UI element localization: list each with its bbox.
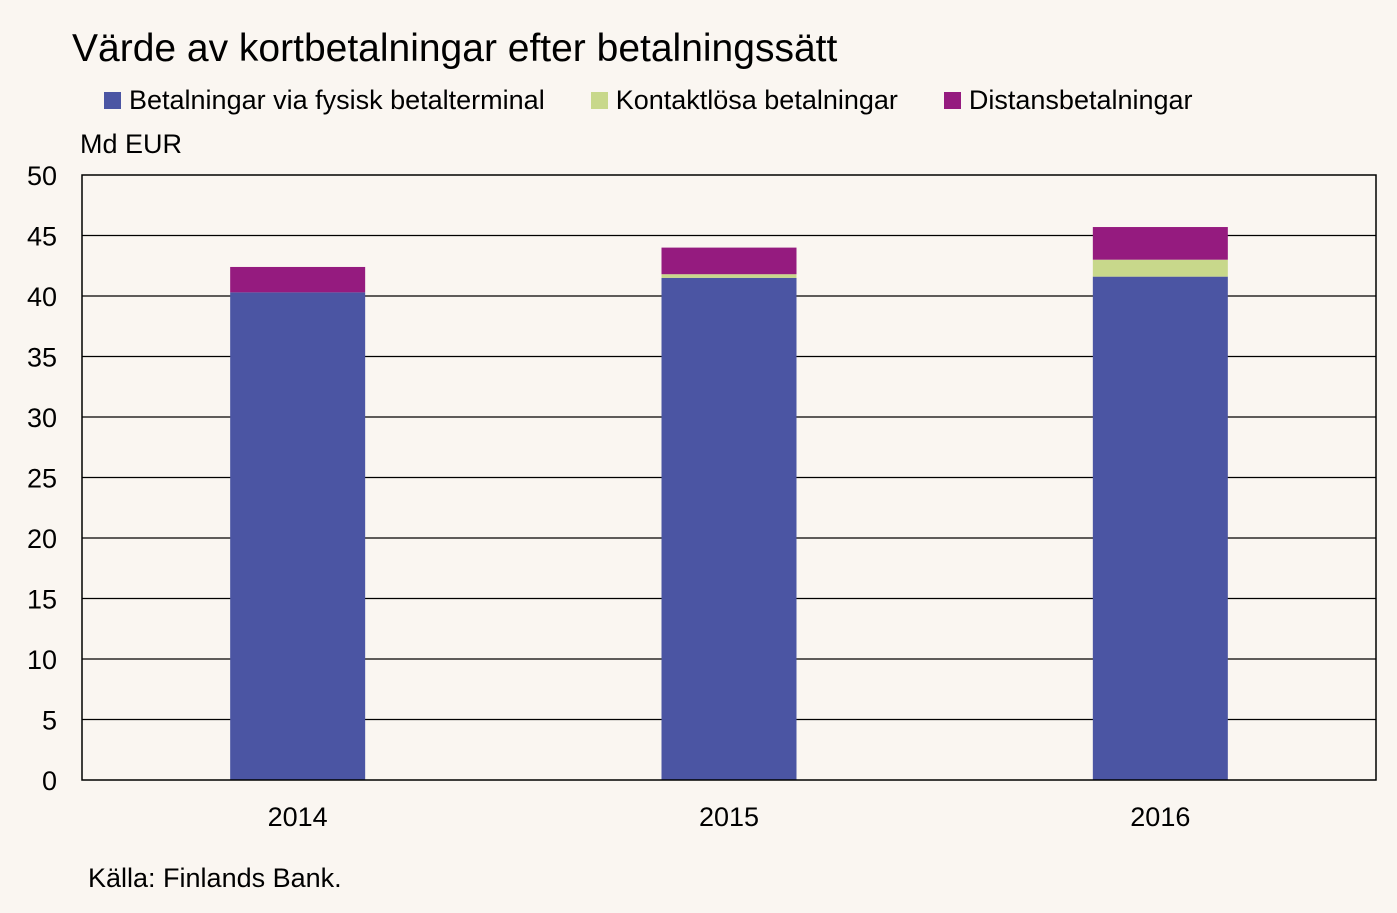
y-tick-label-45: 45 <box>27 222 57 252</box>
bar-2016-series-0 <box>1092 276 1228 780</box>
plot-frame <box>81 174 1377 781</box>
y-tick-labels: 0 5 10 15 20 25 30 35 40 45 50 <box>27 161 57 796</box>
bars-layer <box>230 227 1228 780</box>
legend-item-fysisk: Betalningar via fysisk betalterminal <box>104 84 545 116</box>
y-tick-label-0: 0 <box>42 766 57 796</box>
source-note: Källa: Finlands Bank. <box>88 863 342 893</box>
bar-2015-series-1 <box>661 274 797 278</box>
y-tick-label-30: 30 <box>27 403 57 433</box>
bar-2014-series-2 <box>230 266 366 293</box>
chart-legend: Betalningar via fysisk betalterminal Kon… <box>104 84 1193 116</box>
legend-swatch-kontaktlosa <box>590 91 608 109</box>
x-tick-label-2014: 2014 <box>268 802 328 832</box>
y-tick-label-15: 15 <box>27 585 57 615</box>
x-tick-label-2015: 2015 <box>699 802 759 832</box>
legend-swatch-distans <box>943 91 961 109</box>
y-tick-label-40: 40 <box>27 282 57 312</box>
legend-item-distans: Distansbetalningar <box>943 84 1193 116</box>
x-tick-label-2016: 2016 <box>1130 802 1190 832</box>
chart-title: Värde av kortbetalningar efter betalning… <box>72 27 838 70</box>
bar-2016-series-2 <box>1092 227 1228 260</box>
legend-label-distans: Distansbetalningar <box>968 85 1193 115</box>
legend-swatch-fysisk <box>104 91 121 109</box>
y-tick-label-35: 35 <box>27 343 57 373</box>
y-tick-label-50: 50 <box>27 161 57 191</box>
y-tick-label-10: 10 <box>27 645 57 675</box>
bar-2014-series-0 <box>230 292 366 780</box>
bar-2015-series-0 <box>661 277 797 780</box>
y-tick-label-25: 25 <box>27 464 57 494</box>
bar-2016-series-1 <box>1092 259 1228 277</box>
legend-label-kontaktlosa: Kontaktlösa betalningar <box>615 85 898 115</box>
y-tick-label-5: 5 <box>42 706 57 736</box>
legend-label-fysisk: Betalningar via fysisk betalterminal <box>129 85 545 115</box>
x-tick-labels: 2014 2015 2016 <box>268 802 1191 832</box>
y-tick-label-20: 20 <box>27 524 57 554</box>
legend-item-kontaktlosa: Kontaktlösa betalningar <box>590 84 898 116</box>
bar-2015-series-2 <box>661 247 797 275</box>
y-axis-unit-label: Md EUR <box>80 129 183 159</box>
